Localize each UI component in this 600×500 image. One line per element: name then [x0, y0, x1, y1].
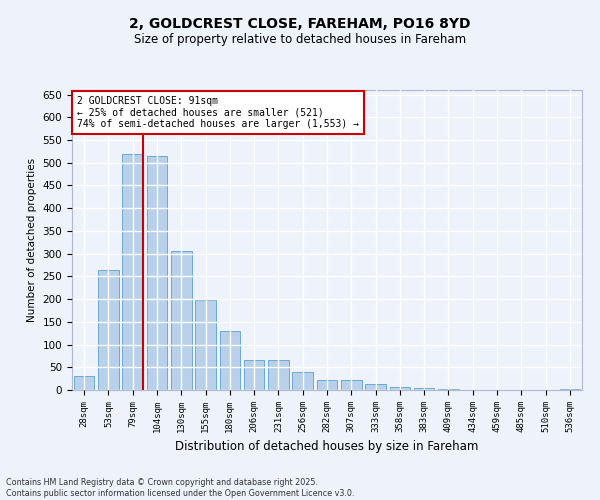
Bar: [195, 300, 216, 390]
Bar: [244, 360, 265, 390]
Bar: [292, 372, 313, 390]
Bar: [341, 380, 362, 390]
Text: 2, GOLDCREST CLOSE, FAREHAM, PO16 8YD: 2, GOLDCREST CLOSE, FAREHAM, PO16 8YD: [129, 18, 471, 32]
Bar: [146, 156, 167, 390]
Bar: [438, 389, 459, 390]
Bar: [389, 387, 410, 390]
Bar: [74, 376, 94, 390]
Text: Size of property relative to detached houses in Fareham: Size of property relative to detached ho…: [134, 32, 466, 46]
X-axis label: Distribution of detached houses by size in Fareham: Distribution of detached houses by size …: [175, 440, 479, 454]
Bar: [414, 388, 434, 390]
Text: 2 GOLDCREST CLOSE: 91sqm
← 25% of detached houses are smaller (521)
74% of semi-: 2 GOLDCREST CLOSE: 91sqm ← 25% of detach…: [77, 96, 359, 129]
Bar: [317, 380, 337, 390]
Bar: [122, 154, 143, 390]
Bar: [220, 331, 240, 390]
Text: Contains HM Land Registry data © Crown copyright and database right 2025.
Contai: Contains HM Land Registry data © Crown c…: [6, 478, 355, 498]
Bar: [98, 270, 119, 390]
Bar: [268, 360, 289, 390]
Bar: [560, 388, 580, 390]
Bar: [365, 384, 386, 390]
Bar: [171, 252, 191, 390]
Y-axis label: Number of detached properties: Number of detached properties: [27, 158, 37, 322]
